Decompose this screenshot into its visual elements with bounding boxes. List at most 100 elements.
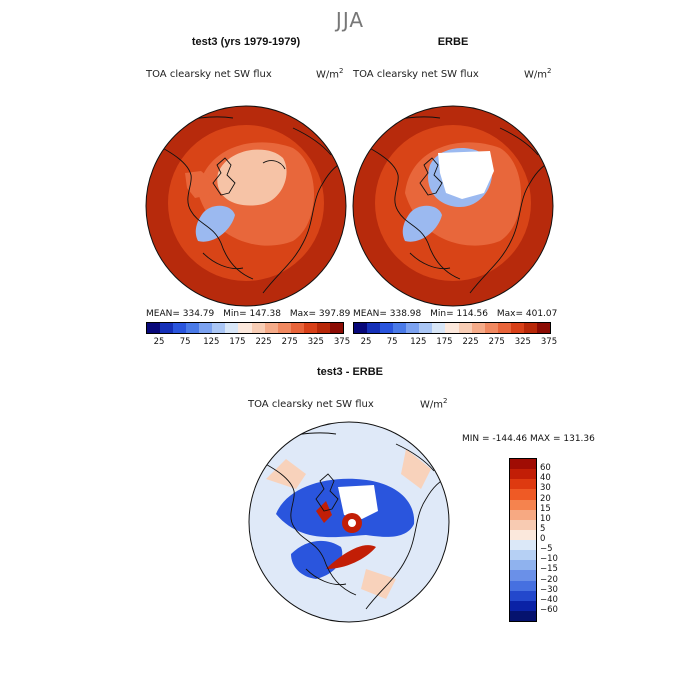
colorbar-swatch	[471, 323, 485, 333]
panel-title-obs: ERBE	[437, 36, 469, 48]
colorbar-tick-label: 375	[333, 337, 351, 347]
diff-units: W/m2	[420, 397, 448, 411]
colorbar-swatch	[510, 540, 536, 551]
colorbar-tick-label: −15	[540, 564, 558, 575]
panel-title-model: test3 (yrs 1979-1979)	[191, 36, 301, 48]
stat-min: Min= 147.38	[223, 309, 281, 319]
colorbar-tick-label: 0	[540, 534, 546, 544]
season-title: JJA	[335, 8, 365, 32]
colorbar-tick-label: 20	[540, 493, 551, 504]
panel-variable-obs: TOA clearsky net SW flux	[353, 69, 479, 80]
colorbar-swatch	[510, 479, 536, 490]
colorbar-swatch	[510, 519, 536, 530]
colorbar-tick-label: −60	[540, 604, 558, 615]
colorbar-tick-label: −40	[540, 594, 558, 605]
colorbar-swatch	[277, 323, 291, 333]
colorbar-diff	[509, 458, 537, 622]
colorbar-swatch	[497, 323, 511, 333]
colorbar-swatch	[329, 323, 343, 333]
colorbar-swatch	[199, 323, 213, 333]
map-region	[266, 459, 306, 489]
panel-variable-model: TOA clearsky net SW flux	[146, 69, 272, 80]
colorbar-model	[146, 322, 344, 334]
colorbar-tick-label: 60	[540, 463, 551, 474]
colorbar-swatch	[380, 323, 394, 333]
colorbar-swatch	[354, 323, 368, 333]
colorbar-swatch	[510, 560, 536, 571]
colorbar-swatch	[458, 323, 472, 333]
map-region	[402, 205, 442, 242]
map-region	[348, 519, 356, 527]
stat-max: Max= 397.89	[289, 309, 351, 319]
colorbar-swatch	[510, 509, 536, 520]
colorbar-swatch	[225, 323, 239, 333]
colorbar-tick-label: 175	[229, 337, 246, 347]
colorbar-swatch	[147, 323, 161, 333]
diff-variable: TOA clearsky net SW flux	[248, 399, 374, 410]
colorbar-swatch	[264, 323, 278, 333]
colorbar-swatch	[419, 323, 433, 333]
colorbar-obs	[353, 322, 551, 334]
map-region	[195, 205, 235, 242]
colorbar-tick-label: 325	[307, 337, 324, 347]
stats-obs: MEAN= 338.98 Min= 114.56 Max= 401.07	[353, 309, 563, 319]
map-region	[316, 501, 332, 523]
colorbar-tick-label: 15	[540, 503, 551, 514]
map-region	[185, 171, 213, 198]
map-region	[438, 151, 494, 199]
colorbar-tick-label: 275	[488, 337, 505, 347]
map-region	[401, 449, 431, 489]
colorbar-tick-label: 125	[410, 337, 427, 347]
stat-max: Max= 401.07	[496, 309, 558, 319]
map-region	[291, 540, 343, 579]
panel-units-obs: W/m2	[524, 67, 552, 81]
colorbar-tick-label: 40	[540, 473, 551, 484]
stat-mean: MEAN= 334.79	[146, 309, 215, 319]
colorbar-swatch	[251, 323, 265, 333]
colorbar-tick-label: 5	[540, 523, 546, 534]
colorbar-tick-label: 375	[540, 337, 558, 347]
map-region	[338, 485, 378, 519]
map-region	[326, 545, 376, 569]
polar-map-obs	[352, 105, 554, 307]
colorbar-swatch	[510, 489, 536, 500]
colorbar-tick-label: 30	[540, 483, 551, 494]
colorbar-tick-label: 225	[462, 337, 479, 347]
colorbar-swatch	[510, 469, 536, 480]
colorbar-swatch	[510, 323, 524, 333]
colorbar-swatch	[290, 323, 304, 333]
colorbar-swatch	[186, 323, 200, 333]
map-region	[361, 569, 396, 599]
colorbar-swatch	[173, 323, 187, 333]
colorbar-tick-label: −20	[540, 574, 558, 585]
polar-map-diff	[248, 421, 450, 623]
stat-mean: MEAN= 338.98	[353, 309, 422, 319]
panel-units-model: W/m2	[316, 67, 344, 81]
colorbar-tick-label: 75	[179, 337, 191, 347]
colorbar-tick-label: −30	[540, 584, 558, 595]
colorbar-swatch	[303, 323, 317, 333]
colorbar-swatch	[510, 550, 536, 561]
colorbar-tick-label: −10	[540, 554, 558, 565]
colorbar-swatch	[160, 323, 174, 333]
colorbar-tick-label: 25	[360, 337, 372, 347]
colorbar-tick-label: 325	[514, 337, 531, 347]
colorbar-swatch	[536, 323, 550, 333]
colorbar-tick-label: 175	[436, 337, 453, 347]
colorbar-swatch	[510, 590, 536, 601]
diff-title: test3 - ERBE	[316, 366, 384, 378]
colorbar-swatch	[432, 323, 446, 333]
colorbar-tick-label: 25	[153, 337, 165, 347]
colorbar-swatch	[445, 323, 459, 333]
colorbar-swatch	[510, 600, 536, 611]
colorbar-swatch	[393, 323, 407, 333]
colorbar-swatch	[510, 580, 536, 591]
colorbar-swatch	[523, 323, 537, 333]
colorbar-swatch	[406, 323, 420, 333]
colorbar-tick-label: 225	[255, 337, 272, 347]
diff-minmax: MIN = -144.46 MAX = 131.36	[462, 434, 595, 444]
colorbar-tick-label: 10	[540, 513, 551, 524]
colorbar-tick-label: 75	[386, 337, 398, 347]
colorbar-swatch	[510, 459, 536, 470]
colorbar-tick-label: −5	[540, 544, 553, 555]
